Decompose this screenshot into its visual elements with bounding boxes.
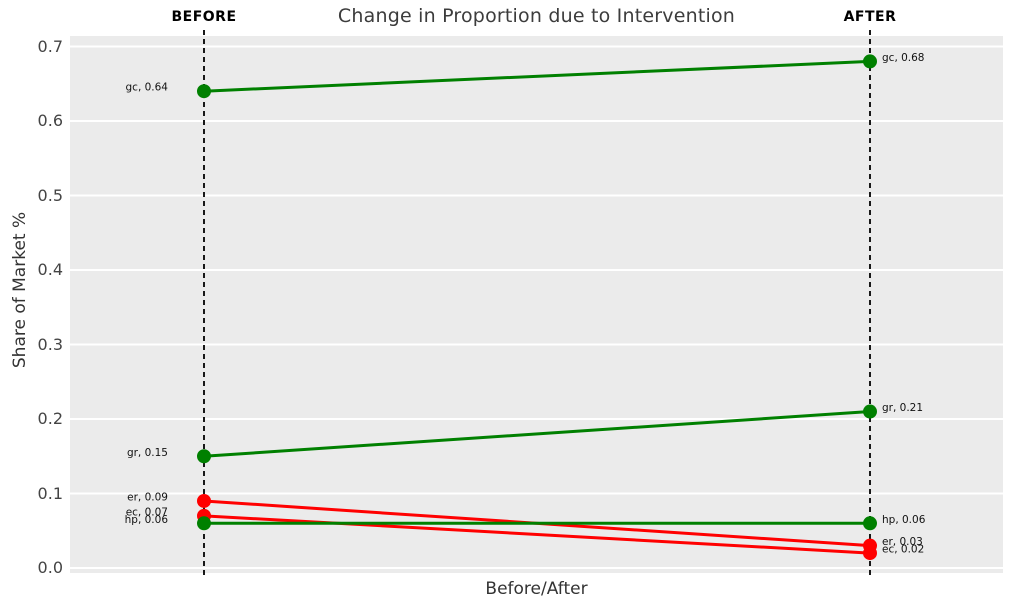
before-column-label: BEFORE (171, 9, 237, 25)
after-column-label: AFTER (843, 9, 897, 25)
point-label-gc-before: gc, 0.64 (126, 82, 169, 94)
point-label-ec-before: ec, 0.07 (126, 506, 168, 518)
chart-title: Change in Proportion due to Intervention (337, 5, 736, 27)
point-ec-after (863, 546, 877, 561)
point-label-er-after: er, 0.03 (882, 536, 923, 548)
point-er-before (197, 493, 211, 508)
point-label-gc-after: gc, 0.68 (882, 52, 925, 64)
point-label-gr-after: gr, 0.21 (882, 402, 923, 414)
y-tick-label-0.7: 0.7 (37, 36, 63, 56)
point-hp-before (197, 516, 211, 531)
point-label-hp-after: hp, 0.06 (882, 514, 926, 526)
point-gr-before (197, 449, 211, 464)
y-tick-label-0.0: 0.0 (37, 558, 63, 577)
y-tick-label-0.2: 0.2 (37, 409, 63, 428)
y-tick-label-0.4: 0.4 (37, 260, 63, 279)
x-axis-label: Before/After (485, 579, 588, 599)
point-gc-after (863, 54, 877, 69)
plot-panel (70, 36, 1003, 573)
point-label-ec-after: ec, 0.02 (882, 544, 924, 556)
y-tick-label-0.1: 0.1 (37, 483, 63, 503)
point-label-gr-before: gr, 0.15 (127, 447, 168, 459)
series-line-gr (203, 410, 871, 458)
point-gr-after (863, 404, 877, 419)
point-hp-after (863, 516, 877, 531)
point-label-hp-before: hp, 0.06 (125, 514, 169, 526)
point-label-er-before: er, 0.09 (127, 491, 168, 503)
series-line-gc (203, 59, 871, 93)
y-tick-label-0.6: 0.6 (37, 111, 63, 130)
y-tick-label-0.3: 0.3 (37, 334, 63, 354)
point-gc-before (197, 84, 211, 99)
y-tick-label-0.5: 0.5 (37, 185, 63, 205)
